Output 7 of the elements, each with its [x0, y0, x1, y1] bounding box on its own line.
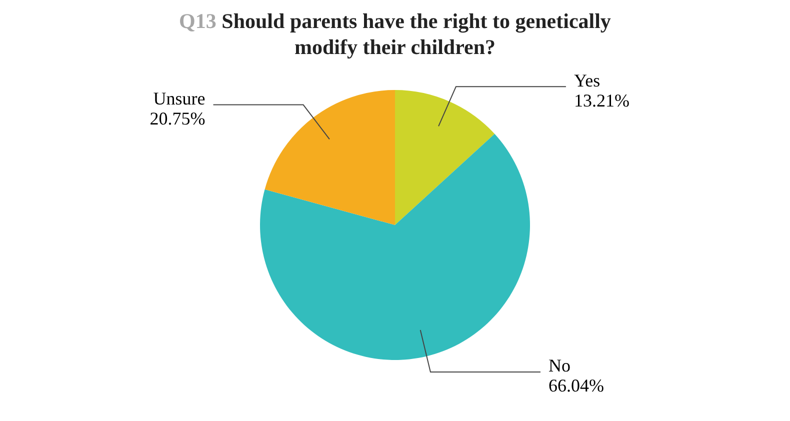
slice-label: Yes [574, 70, 600, 90]
slice-label: Unsure [153, 88, 206, 109]
chart-title: Q13 Should parents have the right to genetically modify their children? [179, 9, 611, 59]
data-label: 13.21% [574, 90, 630, 110]
slice-label: No [548, 356, 570, 376]
data-label: 20.75% [150, 108, 206, 129]
data-label: 66.04% [548, 376, 604, 396]
